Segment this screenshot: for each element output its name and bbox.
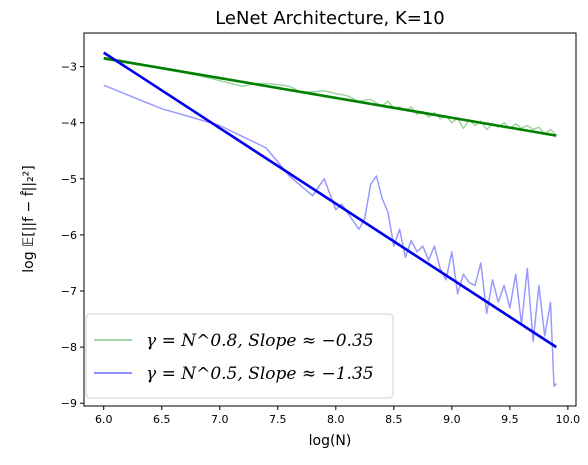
series-layer (102, 51, 558, 388)
chart-title: LeNet Architecture, K=10 (215, 8, 445, 29)
legend-label: γ = N^0.8, Slope ≈ −0.35 (146, 331, 374, 351)
x-tick-label: 8.5 (385, 413, 403, 426)
x-tick-label: 9.0 (443, 413, 461, 426)
y-tick-label: −5 (61, 173, 77, 186)
fit-line-2 (103, 56, 557, 137)
x-tick-label: 6.5 (153, 413, 171, 426)
fit-line-3 (102, 51, 558, 349)
axes-frame (83, 32, 577, 407)
x-tick-label: 9.5 (501, 413, 519, 426)
legend: γ = N^0.8, Slope ≈ −0.35 γ = N^0.5, Slope… (85, 313, 394, 399)
y-tick-label: −9 (61, 397, 77, 410)
y-tick-label: −6 (61, 229, 77, 242)
legend-box (85, 313, 394, 399)
y-tick-label: −3 (61, 61, 77, 74)
y-tick-label: −8 (61, 341, 77, 354)
y-tick-label: −7 (61, 285, 77, 298)
x-tick-label: 7.5 (269, 413, 287, 426)
x-axis-ticks: 6.0 6.5 7.0 7.5 8.0 8.5 9.0 9.5 10.0 (95, 406, 580, 426)
x-axis-label: log(N) (309, 433, 352, 449)
y-tick-label: −4 (61, 117, 77, 130)
plot-area: 6.0 6.5 7.0 7.5 8.0 8.5 9.0 9.5 10.0 −3−4−5−6−7−… (61, 32, 580, 426)
x-tick-label: 8.0 (327, 413, 345, 426)
x-tick-label: 10.0 (556, 413, 581, 426)
x-tick-label: 6.0 (95, 413, 113, 426)
x-tick-label: 7.0 (211, 413, 229, 426)
y-axis-label: log 𝔼[||f − f̂||₂²] (20, 165, 37, 273)
legend-label: γ = N^0.5, Slope ≈ −1.35 (146, 364, 374, 384)
y-axis-ticks: −3 −4 −5 −6 −7 −8 −9 (61, 61, 84, 410)
